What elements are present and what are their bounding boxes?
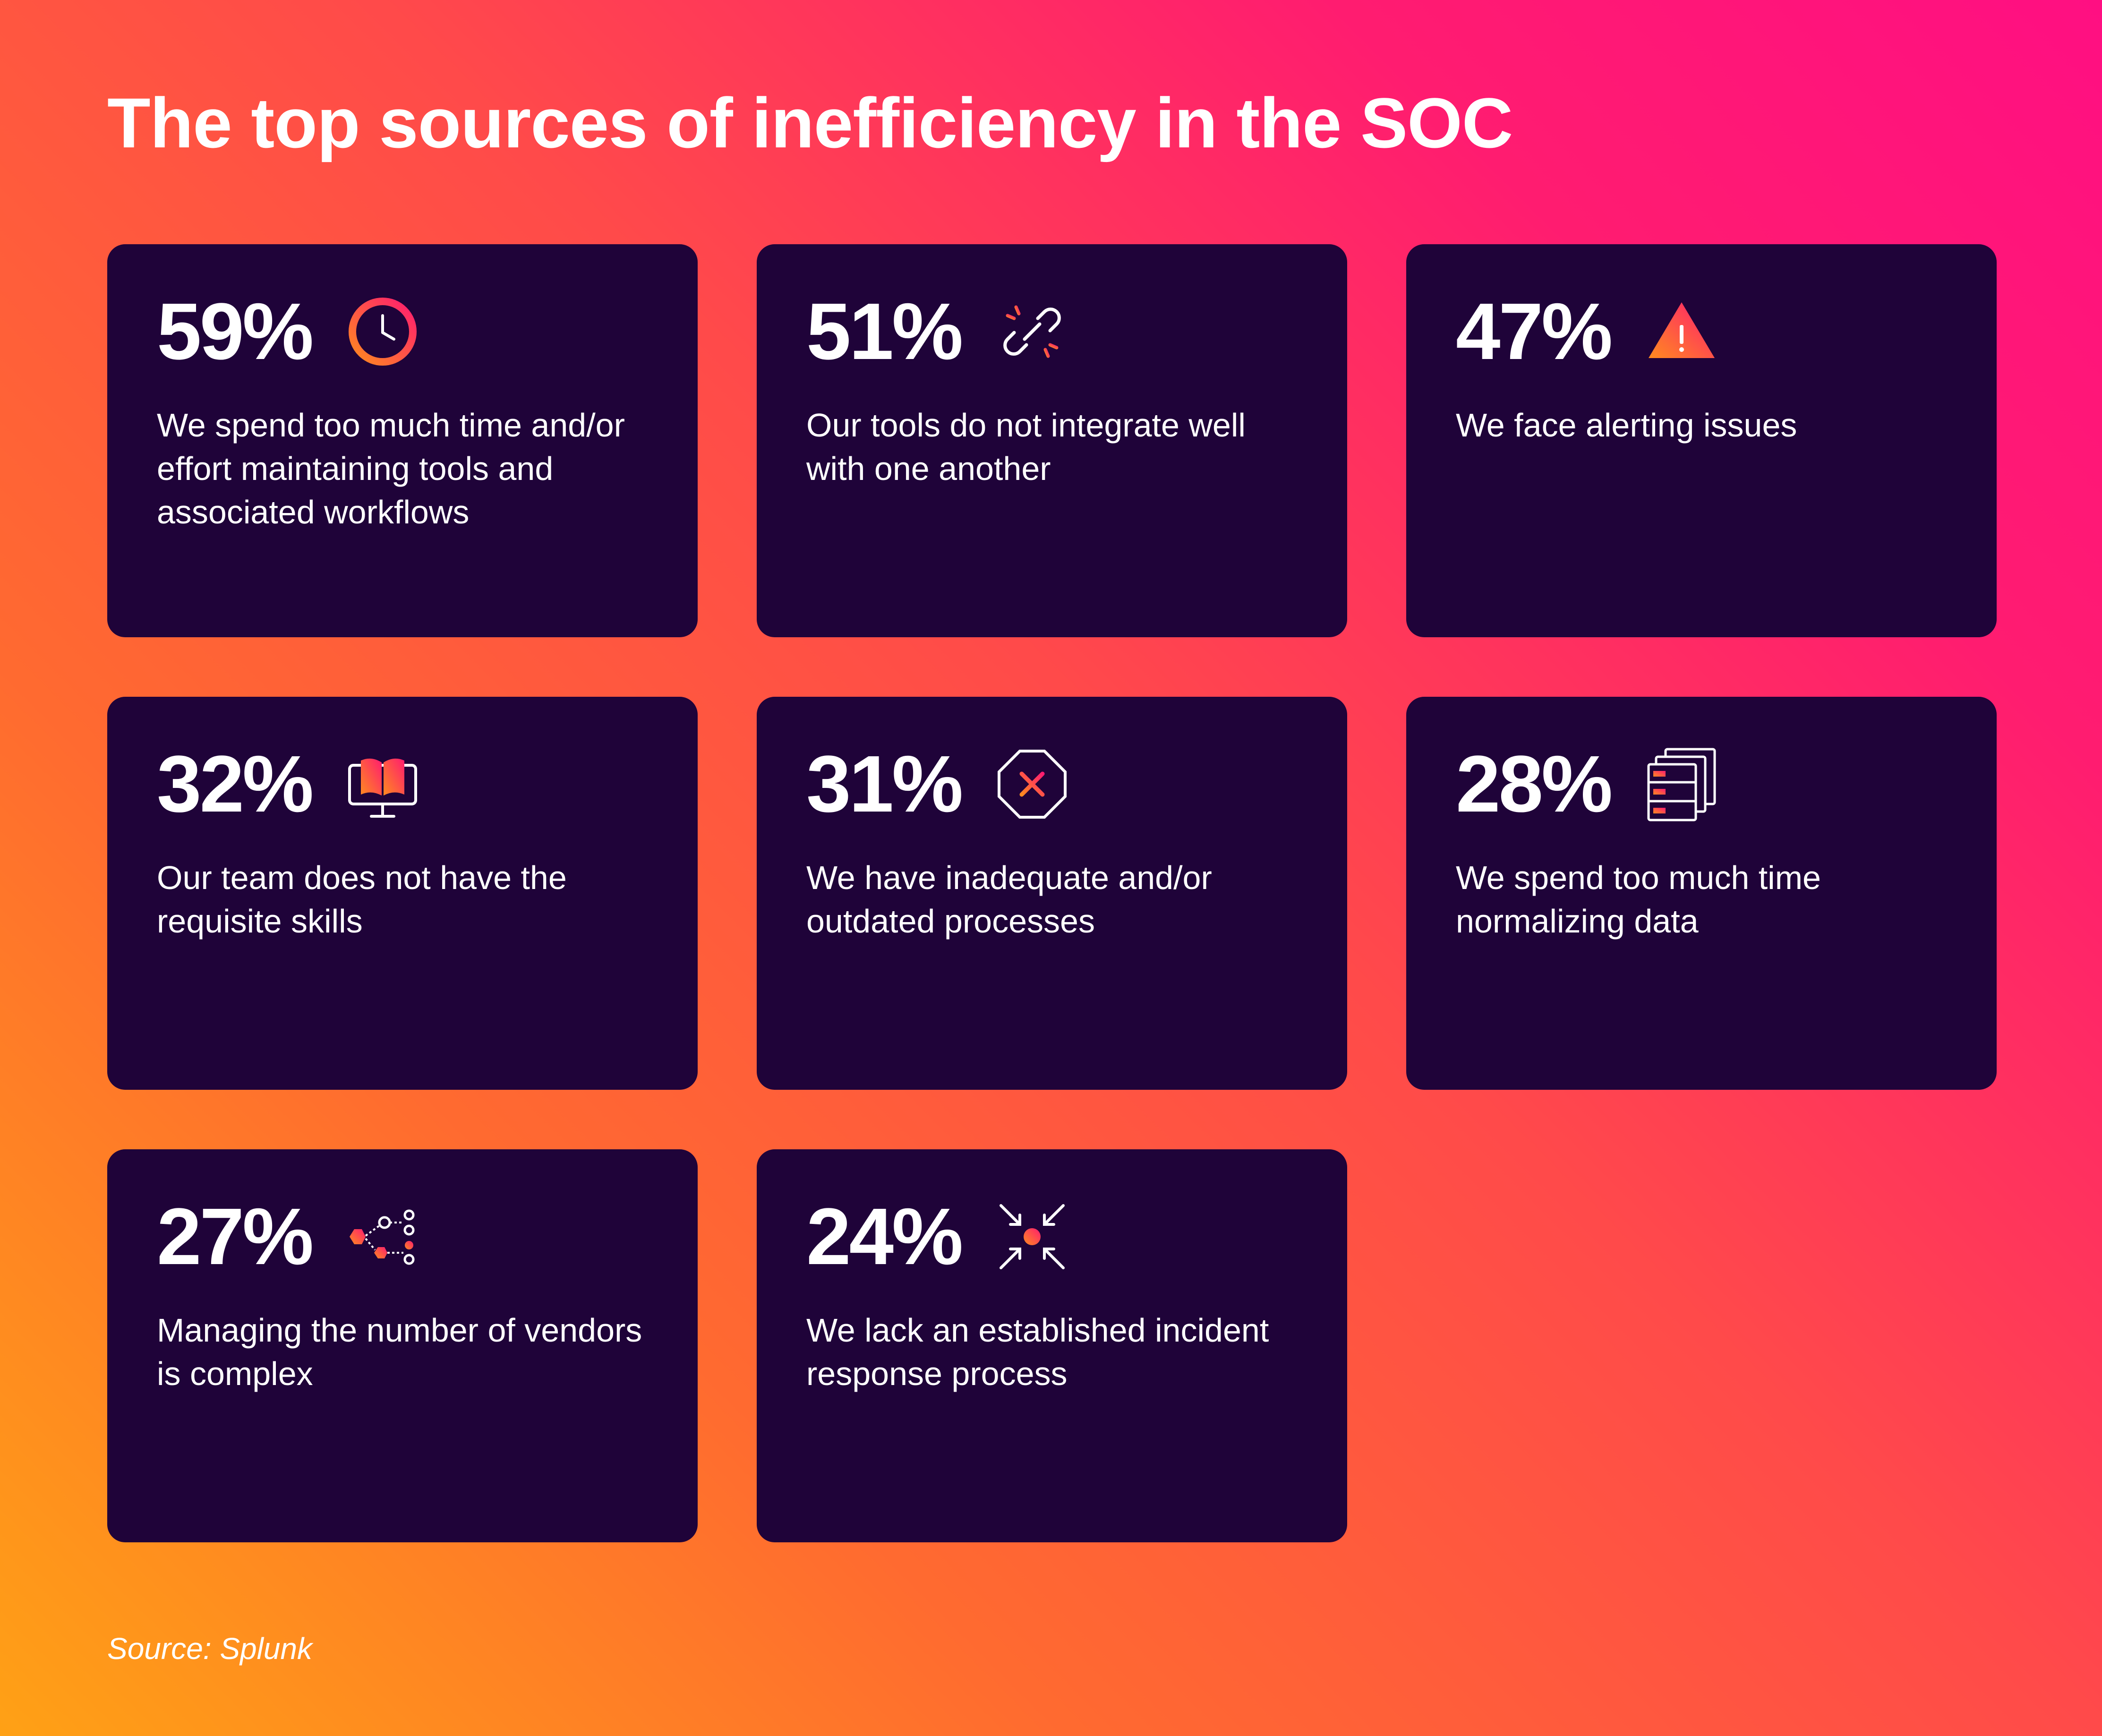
broken-link-icon — [994, 294, 1070, 369]
vendor-network-icon — [345, 1199, 420, 1274]
stat-percent: 32% — [157, 739, 314, 829]
stat-card-normalizing: 28% We spend too much time normalizing d… — [1406, 697, 1997, 1090]
stat-card-skills: 32% Our team does not have the requisite… — [107, 697, 698, 1090]
page-title: The top sources of inefficiency in the S… — [107, 83, 1513, 162]
stat-card-maintenance: 59% We spend too much time and/or effort… — [107, 244, 698, 637]
stat-card-incident-response: 24% We lack an established incident resp… — [757, 1149, 1347, 1542]
warning-triangle-icon — [1644, 294, 1719, 369]
data-stack-icon — [1644, 746, 1719, 822]
stat-percent: 47% — [1456, 287, 1613, 376]
stat-card-vendors: 27% Managing the number of vendors is co… — [107, 1149, 698, 1542]
converge-arrows-icon — [994, 1199, 1070, 1274]
stat-description: We lack an established incident response… — [806, 1312, 1269, 1392]
stat-card-processes: 31% We have inadequate and/or outdated p… — [757, 697, 1347, 1090]
stat-card-alerting: 47% We face alerting issues — [1406, 244, 1997, 637]
stat-percent: 27% — [157, 1192, 314, 1282]
stat-description: Managing the number of vendors is comple… — [157, 1312, 642, 1392]
stat-description: We have inadequate and/or outdated proce… — [806, 859, 1212, 940]
stat-percent: 28% — [1456, 739, 1613, 829]
book-monitor-icon — [345, 746, 420, 822]
stat-card-integration: 51% Our tools do not integrate well with… — [757, 244, 1347, 637]
stat-percent: 51% — [806, 287, 963, 376]
stat-percent: 24% — [806, 1192, 963, 1282]
stat-percent: 59% — [157, 287, 314, 376]
clock-icon — [345, 294, 420, 369]
stat-description: Our tools do not integrate well with one… — [806, 407, 1246, 487]
stat-description: We spend too much time and/or effort mai… — [157, 407, 625, 530]
stat-description: Our team does not have the requisite ski… — [157, 859, 567, 940]
stat-description: We face alerting issues — [1456, 407, 1797, 444]
stop-octagon-icon — [994, 746, 1070, 822]
source-credit: Source: Splunk — [107, 1632, 313, 1666]
stat-percent: 31% — [806, 739, 963, 829]
stat-description: We spend too much time normalizing data — [1456, 859, 1821, 940]
